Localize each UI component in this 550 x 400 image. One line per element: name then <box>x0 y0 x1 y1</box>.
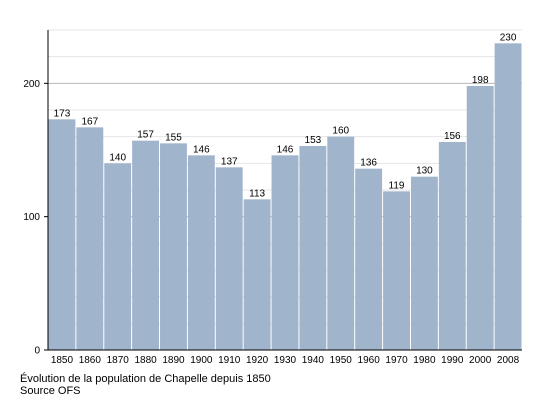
axes: 0 100 200 <box>23 30 522 357</box>
value-label-1890: 155 <box>165 132 182 143</box>
value-label-1920: 113 <box>249 188 265 199</box>
value-label-1960: 136 <box>360 158 377 169</box>
x-tick-label-1860: 1860 <box>79 355 102 366</box>
bar-1930 <box>271 155 299 350</box>
y-tick-label-100: 100 <box>23 212 40 223</box>
value-label-1870: 140 <box>109 152 126 163</box>
x-tick-label-1990: 1990 <box>441 355 464 366</box>
x-tick-label-1930: 1930 <box>274 355 297 366</box>
bar-1910 <box>215 167 243 350</box>
bar-1880 <box>132 140 160 350</box>
value-label-1980: 130 <box>416 166 433 177</box>
x-tick-label-1960: 1960 <box>358 355 381 366</box>
bar-2008 <box>494 43 522 350</box>
bar-1850 <box>48 119 76 350</box>
value-label-1910: 137 <box>221 156 238 167</box>
x-tick-label-1980: 1980 <box>413 355 436 366</box>
bar-1990 <box>438 142 466 350</box>
caption-title: Évolution de la population de Chapelle d… <box>20 373 271 385</box>
value-label-1990: 156 <box>444 131 461 142</box>
value-label-2008: 230 <box>500 32 517 43</box>
bar-1970 <box>383 191 410 350</box>
x-tick-label-1880: 1880 <box>134 355 157 366</box>
x-tick-label-1890: 1890 <box>162 355 185 366</box>
x-tick-label-2008: 2008 <box>497 355 520 366</box>
value-label-1850: 173 <box>54 108 71 119</box>
value-label-2000: 198 <box>472 75 489 86</box>
bar-1940 <box>299 146 327 350</box>
x-tick-label-1900: 1900 <box>190 355 213 366</box>
value-label-1900: 146 <box>193 144 210 155</box>
x-tick-label-1870: 1870 <box>107 355 130 366</box>
value-label-1860: 167 <box>81 116 98 127</box>
bar-1920 <box>243 199 271 350</box>
caption-source: Source OFS <box>20 385 81 397</box>
x-tick-label-2000: 2000 <box>469 355 492 366</box>
bar-1960 <box>355 168 383 350</box>
bar-1890 <box>160 143 187 350</box>
value-label-1950: 160 <box>332 126 349 137</box>
y-tick-label-200: 200 <box>23 79 40 90</box>
y-tick-label-0: 0 <box>34 346 40 357</box>
value-labels: 173 1850 167 1860 140 1870 157 1880 155 1890 146 19… <box>51 32 520 366</box>
bar-1950 <box>327 136 355 350</box>
bars <box>48 43 522 350</box>
value-label-1970: 119 <box>389 180 405 191</box>
x-tick-label-1970: 1970 <box>385 355 408 366</box>
value-label-1880: 157 <box>137 130 154 141</box>
bar-1980 <box>410 176 438 350</box>
bar-1870 <box>104 163 132 350</box>
bar-1900 <box>187 155 215 350</box>
value-label-1930: 146 <box>277 144 294 155</box>
x-tick-label-1910: 1910 <box>218 355 241 366</box>
x-tick-label-1950: 1950 <box>330 355 353 366</box>
bar-1860 <box>76 127 104 350</box>
value-label-1940: 153 <box>305 135 322 146</box>
x-tick-label-1850: 1850 <box>51 355 74 366</box>
bar-2000 <box>466 86 494 350</box>
x-tick-label-1920: 1920 <box>246 355 269 366</box>
x-tick-label-1940: 1940 <box>302 355 325 366</box>
